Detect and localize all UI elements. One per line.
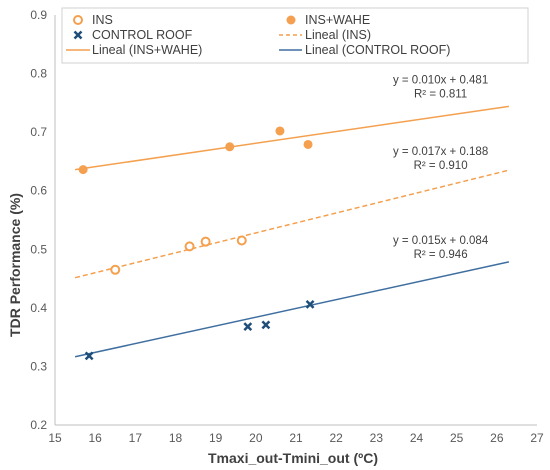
- equation-lineal-control-roof: y = 0.015x + 0.084: [393, 235, 489, 247]
- trendline-lineal-control-roof: [74, 261, 510, 358]
- r2-lineal-ins: R² = 0.910: [414, 160, 468, 172]
- x-tick-labels: 15 16 17 18 19 20 21 22 23 24 25 26 27: [48, 431, 544, 445]
- legend-item-lineal-control-roof: Lineal (CONTROL ROOF): [279, 43, 450, 57]
- legend-symbol-filled-circle: [286, 15, 296, 25]
- point-ins-wahe: [275, 126, 285, 136]
- r2-lineal-control-roof: R² = 0.946: [414, 249, 468, 261]
- legend-symbol-x: [73, 30, 83, 40]
- x-tick-label: 20: [249, 431, 263, 445]
- x-tick-label: 18: [169, 431, 183, 445]
- equation-lineal-ins: y = 0.017x + 0.188: [393, 146, 488, 158]
- r2-lineal-ins-wahe: R² = 0.811: [414, 88, 467, 100]
- x-tick-label: 25: [450, 431, 464, 445]
- x-tick-label: 21: [289, 431, 303, 445]
- trendline-equations: y = 0.017x + 0.188 R² = 0.910 y = 0.010x +…: [393, 74, 489, 260]
- legend-label-ins-wahe: INS+WAHE: [305, 13, 370, 27]
- legend: INS INS+WAHE CONTROL ROOF Lineal (INS) L…: [61, 7, 529, 64]
- x-axis-title: Tmaxi_out-Tmini_out (ºC): [208, 450, 378, 466]
- axes: [54, 15, 537, 426]
- y-tick-label: 0.8: [30, 67, 47, 81]
- y-tick-label: 0.7: [30, 125, 47, 139]
- legend-label-ins: INS: [92, 13, 113, 27]
- trendlines: [74, 105, 510, 358]
- legend-item-lineal-ins: Lineal (INS): [279, 28, 371, 42]
- point-ins: [184, 241, 195, 252]
- legend-border: [61, 7, 529, 64]
- y-tick-label: 0.6: [30, 184, 47, 198]
- x-tick-label: 22: [329, 431, 343, 445]
- point-ins-wahe: [78, 165, 88, 175]
- y-tick-label: 0.3: [30, 359, 47, 373]
- legend-label-lineal-control-roof: Lineal (CONTROL ROOF): [305, 43, 450, 57]
- data-points: [78, 126, 315, 361]
- point-control-roof: [243, 322, 253, 331]
- y-tick-labels: 0.2 0.3 0.4 0.5 0.6 0.7 0.8 0.9: [30, 8, 47, 432]
- x-tick-label: 27: [530, 431, 544, 445]
- point-ins: [236, 235, 247, 246]
- point-ins: [110, 264, 121, 275]
- y-tick-label: 0.9: [30, 8, 47, 22]
- x-tick-label: 26: [490, 431, 504, 445]
- x-tick-label: 19: [209, 431, 223, 445]
- legend-item-ins: INS: [73, 13, 113, 27]
- x-tick-label: 17: [129, 431, 143, 445]
- equation-lineal-ins-wahe: y = 0.010x + 0.481: [393, 74, 488, 86]
- point-control-roof: [84, 351, 94, 361]
- legend-label-control-roof: CONTROL ROOF: [92, 28, 193, 42]
- x-tick-label: 23: [370, 431, 384, 445]
- legend-item-lineal-ins-wahe: Lineal (INS+WAHE): [66, 43, 202, 57]
- legend-item-ins-wahe: INS+WAHE: [286, 13, 370, 27]
- x-tick-label: 24: [410, 431, 424, 445]
- y-axis-title: TDR Performance (%): [7, 193, 23, 337]
- trendline-lineal-ins: [74, 169, 510, 279]
- x-tick-label: 16: [88, 431, 102, 445]
- legend-label-lineal-ins: Lineal (INS): [305, 28, 371, 42]
- point-ins-wahe: [303, 139, 313, 149]
- y-tick-label: 0.4: [30, 301, 47, 315]
- legend-label-lineal-ins-wahe: Lineal (INS+WAHE): [92, 43, 202, 57]
- point-ins-wahe: [225, 142, 235, 152]
- point-control-roof: [305, 299, 315, 309]
- trendline-lineal-ins-wahe: [74, 105, 509, 171]
- x-tick-label: 15: [48, 431, 62, 445]
- legend-item-control-roof: CONTROL ROOF: [73, 28, 193, 42]
- point-control-roof: [261, 320, 271, 330]
- y-tick-label: 0.2: [30, 418, 47, 432]
- y-tick-label: 0.5: [30, 242, 47, 256]
- point-ins: [200, 236, 211, 247]
- legend-symbol-open-circle: [73, 15, 83, 25]
